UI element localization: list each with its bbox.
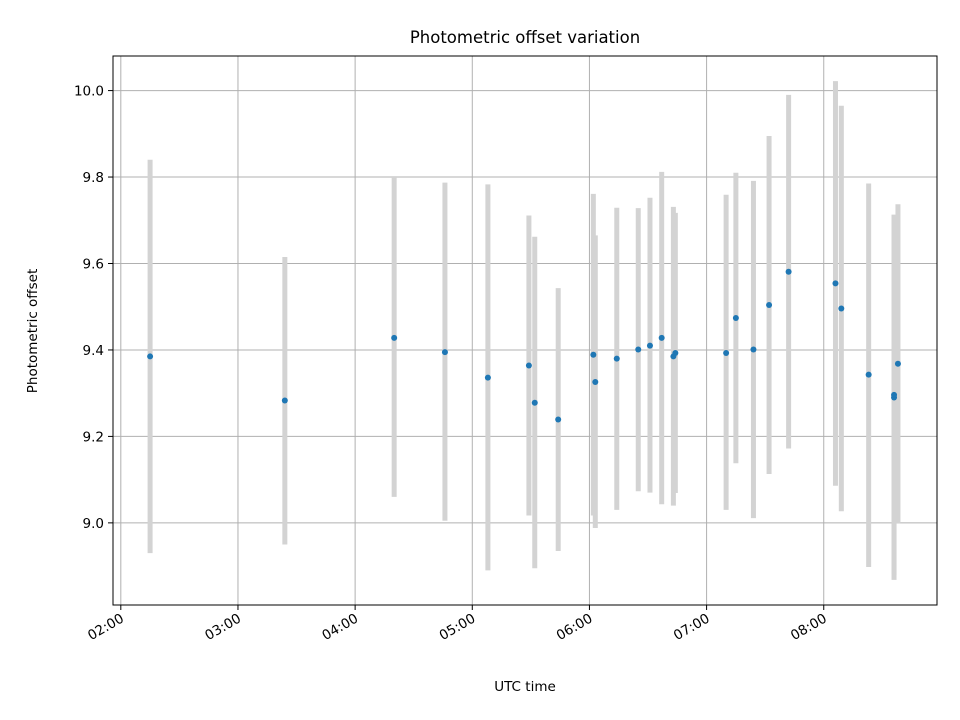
data-point <box>590 351 597 358</box>
plot-frame <box>112 55 938 606</box>
data-point <box>894 360 901 367</box>
data-point <box>838 305 845 312</box>
data-point <box>646 342 653 349</box>
data-point <box>672 349 679 356</box>
data-point <box>658 334 665 341</box>
y-axis-ticks: 9.0 9.2 9.4 9.6 9.8 10.0 <box>74 84 113 532</box>
x-axis-label: UTC time <box>494 679 556 695</box>
y-tick-label: 9.2 <box>83 429 104 445</box>
data-point <box>484 374 491 381</box>
data-point <box>592 378 599 385</box>
y-tick-label: 9.8 <box>83 170 104 186</box>
data-point <box>865 371 872 378</box>
data-point <box>525 362 532 369</box>
y-axis-label: Photometric offset <box>25 269 41 393</box>
data-point <box>147 353 154 360</box>
data-point <box>441 349 448 356</box>
data-point <box>531 399 538 406</box>
data-point <box>832 280 839 287</box>
data-point <box>723 349 730 356</box>
data-point <box>785 268 792 275</box>
grid <box>113 56 937 605</box>
data-point <box>766 301 773 308</box>
data-point <box>635 346 642 353</box>
data-point <box>391 334 398 341</box>
y-tick-label: 9.4 <box>83 343 104 359</box>
chart-title: Photometric offset variation <box>410 28 640 47</box>
data-point <box>613 355 620 362</box>
y-tick-label: 9.0 <box>83 516 104 532</box>
data-point <box>281 397 288 404</box>
data-points <box>147 268 901 423</box>
y-tick-label: 9.6 <box>83 256 104 272</box>
data-point <box>732 314 739 321</box>
y-tick-label: 10.0 <box>74 84 104 100</box>
data-point <box>891 391 898 398</box>
data-point <box>750 346 757 353</box>
data-point <box>555 416 562 423</box>
